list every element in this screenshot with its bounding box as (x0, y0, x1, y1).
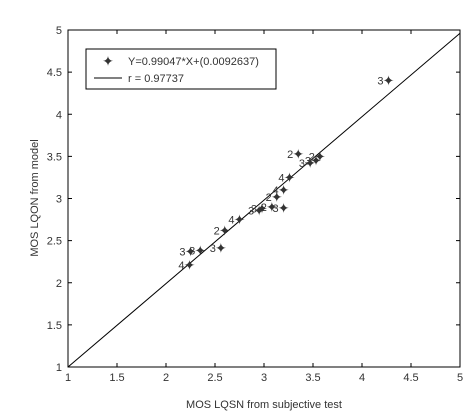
data-point-label: 3 (299, 158, 305, 170)
data-point-label: 3 (179, 247, 185, 259)
data-point-marker: ✦ (383, 73, 395, 89)
data-point-label: 2 (309, 151, 315, 163)
x-tick-label: 4.5 (403, 372, 418, 384)
data-point-marker: ✦ (194, 243, 206, 259)
data-point-label: 4 (178, 260, 184, 272)
data-point-label: 3 (272, 203, 278, 215)
data-point-marker: ✦ (184, 257, 196, 273)
x-tick-label: 5 (457, 372, 463, 384)
data-point-label: 3 (210, 243, 216, 255)
data-point-label: 4 (228, 215, 234, 227)
y-tick-label: 1.5 (47, 320, 62, 332)
data-point-marker: ✦ (253, 202, 265, 218)
legend: ✦ Y=0.99047*X+(0.0092637) r = 0.97737 (85, 48, 277, 90)
data-point-label: 4 (272, 185, 278, 197)
y-tick-label: 4 (56, 109, 62, 121)
y-axis-label: MOS LQON from model (29, 139, 41, 256)
legend-label-fit: Y=0.99047*X+(0.0092637) (128, 56, 259, 68)
data-points: ✦3✦2✦3 ✦3 ✦2✦4✦4✦2✦2 ✦3✦3✦3✦4✦2✦3✦3✦3✦4 (178, 73, 394, 274)
x-tick-label: 3.5 (305, 372, 320, 384)
data-point-marker: ✦ (284, 169, 296, 185)
data-point-marker: ✦ (266, 199, 278, 215)
x-axis-label: MOS LQSN from subjective test (186, 399, 342, 411)
data-point-label: 2 (261, 202, 267, 214)
x-tick-label: 2.5 (207, 372, 222, 384)
data-point-marker: ✦ (185, 244, 197, 260)
y-tick-label: 3 (56, 194, 62, 206)
y-tick-label: 4.5 (47, 67, 62, 79)
data-point-marker: ✦ (219, 223, 231, 239)
data-point-marker: ✦ (215, 240, 227, 256)
regression-line (67, 32, 461, 368)
data-point-label: 4 (278, 172, 284, 184)
data-point-marker: ✦ (310, 153, 322, 169)
data-point-marker: ✦ (278, 182, 290, 198)
y-tick-label: 2.5 (47, 236, 62, 248)
data-point-marker: ✦ (292, 146, 304, 162)
legend-star-marker: ✦ (102, 53, 114, 69)
y-tick-label: 1 (56, 362, 62, 374)
x-tick-label: 1.5 (109, 372, 124, 384)
data-point-label: 2 (214, 226, 220, 238)
data-point-label: 3 (251, 204, 257, 216)
data-point-label: 3 (305, 156, 311, 168)
data-point-marker: ✦ (234, 212, 246, 228)
legend-label-correlation: r = 0.97737 (128, 73, 184, 85)
data-point-label: 3 (248, 205, 254, 217)
data-point-marker: ✦ (271, 189, 283, 205)
data-point-label: 3 (377, 76, 383, 88)
x-tick-label: 2 (163, 372, 169, 384)
data-point-marker: ✦ (278, 200, 290, 216)
axis-ticks: 1 1.5 2 2.5 3 3.5 4 4.5 5 1 1.5 2 2.5 3 3.5 4 4.5 5 (47, 25, 463, 384)
data-point-label: 2 (287, 149, 293, 161)
y-tick-label: 3.5 (47, 151, 62, 163)
x-tick-label: 4 (359, 372, 365, 384)
data-point-label: 3 (189, 246, 195, 258)
data-point-marker: ✦ (314, 148, 326, 164)
data-point-label: 2 (266, 192, 272, 204)
x-tick-label: 1 (65, 372, 71, 384)
y-tick-label: 5 (56, 25, 62, 37)
y-tick-label: 2 (56, 278, 62, 290)
data-point-marker: ✦ (256, 201, 268, 217)
legend-box (85, 48, 277, 90)
data-point-marker: ✦ (304, 155, 316, 171)
x-tick-label: 3 (261, 372, 267, 384)
